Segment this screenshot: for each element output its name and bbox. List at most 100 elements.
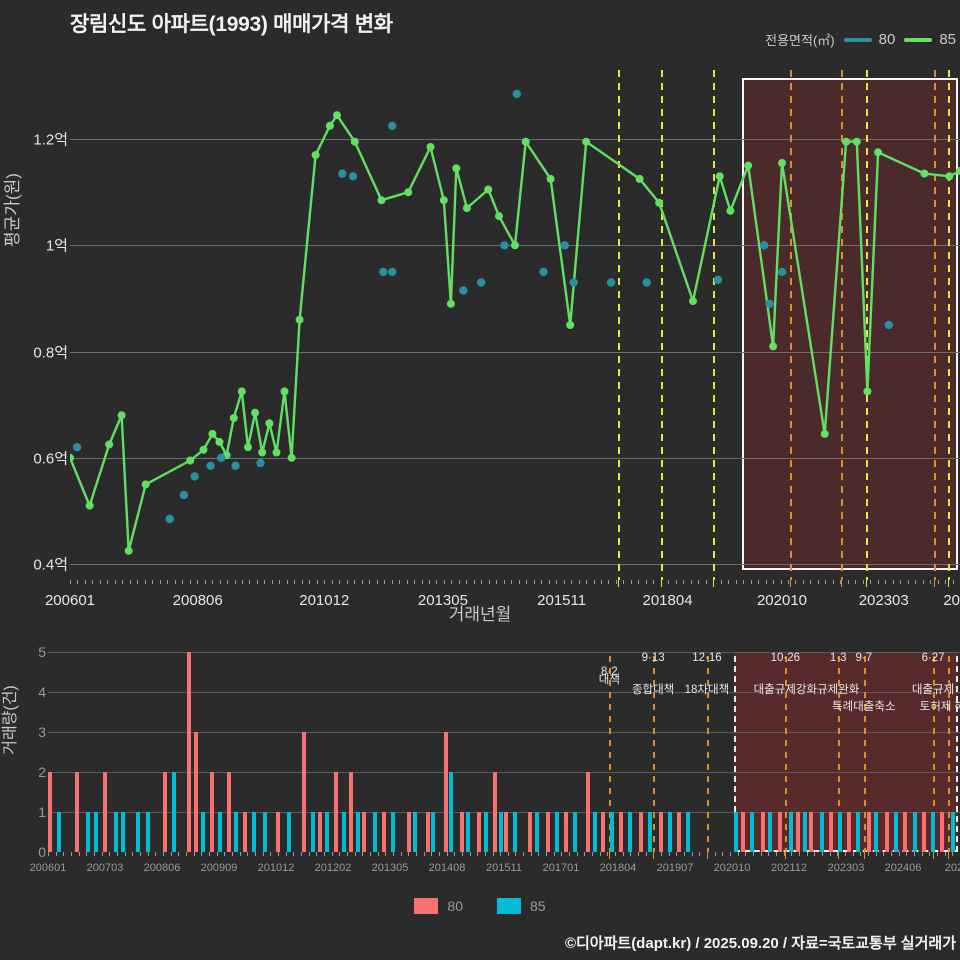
price-point-80[interactable] <box>760 241 769 250</box>
volume-bar-85[interactable] <box>86 812 91 852</box>
volume-bar-85[interactable] <box>950 812 955 852</box>
volume-bar-80[interactable] <box>226 772 231 852</box>
price-point-80[interactable] <box>539 267 548 277</box>
price-point-85[interactable] <box>325 121 334 130</box>
volume-bar-85[interactable] <box>310 812 315 852</box>
price-point-85[interactable] <box>945 172 954 181</box>
price-point-80[interactable] <box>256 458 265 468</box>
volume-bar-80[interactable] <box>828 812 833 852</box>
price-point-85[interactable] <box>715 172 724 181</box>
volume-bar-80[interactable] <box>186 652 191 852</box>
volume-bar-85[interactable] <box>172 772 177 852</box>
volume-bar-85[interactable] <box>628 812 633 852</box>
price-point-85[interactable] <box>726 206 735 215</box>
price-point-85[interactable] <box>258 448 267 457</box>
legend-top-item-85[interactable]: 85 <box>904 31 956 48</box>
volume-bar-85[interactable] <box>146 812 151 852</box>
price-point-85[interactable] <box>295 315 304 324</box>
price-point-85[interactable] <box>495 212 503 221</box>
volume-bar-85[interactable] <box>912 812 917 852</box>
volume-bar-85[interactable] <box>819 812 824 852</box>
price-point-85[interactable] <box>511 241 519 250</box>
price-point-85[interactable] <box>689 297 697 306</box>
price-point-80[interactable] <box>231 461 240 470</box>
volume-bar-80[interactable] <box>407 812 412 852</box>
price-point-85[interactable] <box>635 174 644 183</box>
volume-bar-80[interactable] <box>193 732 198 852</box>
volume-bar-85[interactable] <box>856 812 861 852</box>
volume-bar-80[interactable] <box>885 812 890 852</box>
price-point-85[interactable] <box>820 429 829 438</box>
volume-bar-85[interactable] <box>252 812 257 852</box>
volume-bar-80[interactable] <box>48 772 52 852</box>
volume-bar-80[interactable] <box>476 812 481 852</box>
price-point-85[interactable] <box>546 174 555 183</box>
price-point-80[interactable] <box>777 267 787 277</box>
price-point-85[interactable] <box>439 196 448 205</box>
volume-bar-80[interactable] <box>210 772 215 852</box>
volume-bar-80[interactable] <box>618 812 623 852</box>
price-point-80[interactable] <box>459 286 468 295</box>
volume-bar-85[interactable] <box>513 812 518 852</box>
volume-bar-85[interactable] <box>57 812 62 852</box>
price-point-85[interactable] <box>311 151 320 159</box>
volume-bar-85[interactable] <box>483 812 488 852</box>
volume-bar-80[interactable] <box>493 772 498 852</box>
price-point-85[interactable] <box>842 137 851 146</box>
volume-bar-85[interactable] <box>120 812 125 852</box>
volume-bar-85[interactable] <box>733 812 738 852</box>
price-point-85[interactable] <box>582 137 591 146</box>
price-point-80[interactable] <box>348 172 358 181</box>
price-point-85[interactable] <box>852 137 861 146</box>
price-point-85[interactable] <box>446 299 455 308</box>
volume-bar-85[interactable] <box>593 812 598 852</box>
price-point-85[interactable] <box>874 148 883 157</box>
volume-bar-85[interactable] <box>648 812 653 852</box>
price-point-85[interactable] <box>521 137 530 146</box>
price-point-85[interactable] <box>778 159 786 167</box>
volume-bar-85[interactable] <box>234 812 239 852</box>
volume-bar-80[interactable] <box>659 812 664 852</box>
volume-bar-85[interactable] <box>788 812 793 852</box>
price-point-80[interactable] <box>512 89 521 99</box>
price-point-85[interactable] <box>186 456 195 465</box>
volume-bar-80[interactable] <box>545 812 550 852</box>
volume-bar-80[interactable] <box>301 732 306 852</box>
volume-bar-85[interactable] <box>390 812 395 852</box>
volume-bar-85[interactable] <box>93 812 98 852</box>
price-point-85[interactable] <box>85 501 94 510</box>
price-point-85[interactable] <box>956 166 960 175</box>
volume-bar-85[interactable] <box>412 812 417 852</box>
price-point-85[interactable] <box>141 480 150 489</box>
price-point-85[interactable] <box>251 408 260 417</box>
price-point-80[interactable] <box>884 320 893 330</box>
volume-bar-85[interactable] <box>930 812 935 852</box>
price-point-85[interactable] <box>863 387 872 396</box>
volume-bar-80[interactable] <box>460 812 465 852</box>
volume-bar-85[interactable] <box>356 812 361 852</box>
volume-bar-85[interactable] <box>874 812 879 852</box>
price-point-80[interactable] <box>713 275 723 284</box>
volume-bar-80[interactable] <box>677 812 682 852</box>
price-point-80[interactable] <box>642 278 651 287</box>
volume-bar-80[interactable] <box>381 812 386 852</box>
legend-bottom-item-80[interactable]: 80 <box>414 898 463 914</box>
price-point-85[interactable] <box>426 143 435 151</box>
price-point-85[interactable] <box>208 429 217 438</box>
price-point-80[interactable] <box>606 278 616 287</box>
price-point-85[interactable] <box>117 411 126 420</box>
volume-bar-85[interactable] <box>113 812 118 852</box>
volume-bar-80[interactable] <box>741 812 746 852</box>
volume-bar-85[interactable] <box>465 812 470 852</box>
price-point-80[interactable] <box>477 278 486 287</box>
volume-bar-80[interactable] <box>846 812 851 852</box>
price-point-85[interactable] <box>377 196 386 205</box>
price-point-85[interactable] <box>566 321 575 329</box>
volume-bar-85[interactable] <box>837 812 842 852</box>
price-point-85[interactable] <box>655 198 664 207</box>
price-point-85[interactable] <box>272 448 281 457</box>
price-point-80[interactable] <box>569 278 578 287</box>
price-point-80[interactable] <box>379 267 388 277</box>
price-point-85[interactable] <box>124 546 133 555</box>
volume-bar-85[interactable] <box>372 812 377 852</box>
